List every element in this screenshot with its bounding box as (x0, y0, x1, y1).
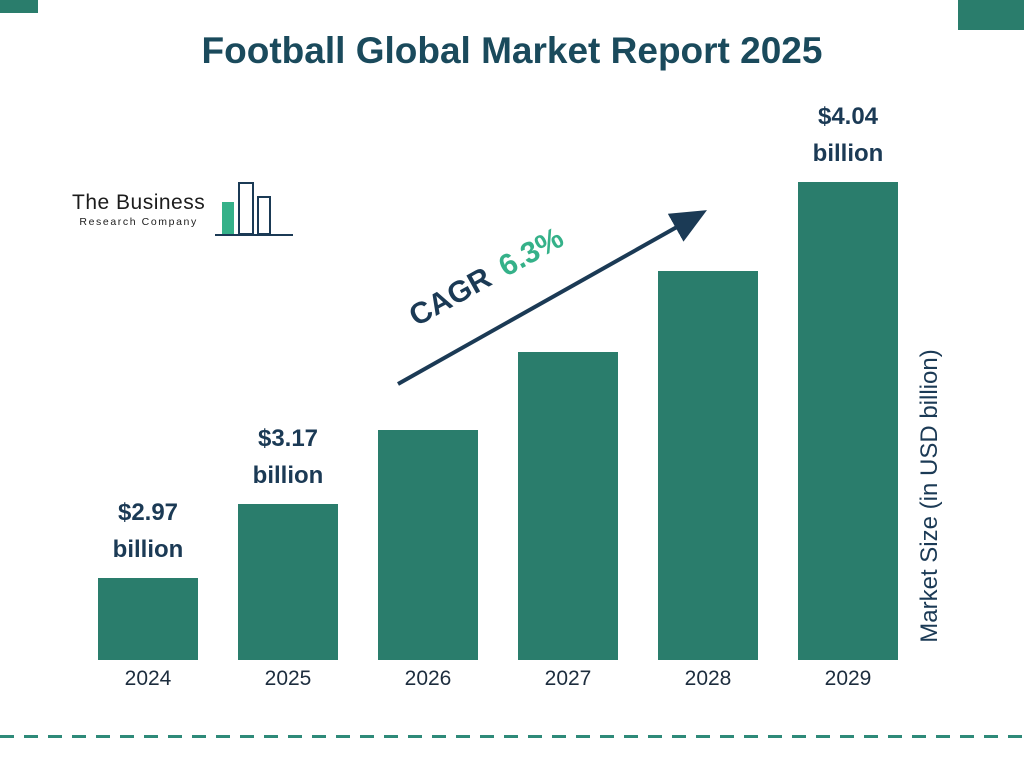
chart-column-2028: 2028 (638, 271, 778, 698)
logo-subname: Research Company (79, 216, 198, 228)
bar-2027 (518, 352, 618, 660)
x-axis-label-2026: 2026 (404, 667, 452, 690)
x-axis-label-2029: 2029 (824, 667, 872, 690)
bar-value-label-2024: $2.97 billion (112, 498, 184, 563)
company-logo-text: The Business Research Company (72, 191, 205, 242)
chart-column-2026: 2026 (358, 430, 498, 698)
chart-column-2024: $2.97 billion 2024 (78, 494, 218, 698)
chart-column-2029: $4.04 billion 2029 (778, 98, 918, 698)
corner-accent-right (958, 0, 1024, 30)
corner-accent-left (0, 0, 38, 13)
logo-name: The Business (72, 191, 206, 214)
bar-2026 (378, 430, 478, 660)
x-axis-label-2024: 2024 (124, 667, 172, 690)
bar-value-label-2025: $3.17 billion (252, 424, 324, 489)
bar-chart: $2.97 billion 2024 $3.17 billion 2025 2026 2027… (78, 0, 918, 698)
x-axis-label-2027: 2027 (544, 667, 592, 690)
bar-value-label-2029: $4.04 billion (812, 102, 884, 167)
chart-column-2027: 2027 (498, 352, 638, 698)
bar-2028 (658, 271, 758, 660)
company-logo: The Business Research Company (72, 178, 295, 242)
logo-bars-icon (215, 182, 294, 236)
bottom-dashed-divider (0, 735, 1024, 738)
x-axis-label-2028: 2028 (684, 667, 732, 690)
bar-2025 (238, 504, 338, 660)
page-title: Football Global Market Report 2025 (201, 30, 823, 71)
bar-2024 (98, 578, 198, 660)
y-axis-label: Market Size (in USD billion) (916, 349, 943, 643)
x-axis-label-2025: 2025 (264, 667, 312, 690)
bar-2029 (798, 182, 898, 660)
chart-column-2025: $3.17 billion 2025 (218, 420, 358, 698)
